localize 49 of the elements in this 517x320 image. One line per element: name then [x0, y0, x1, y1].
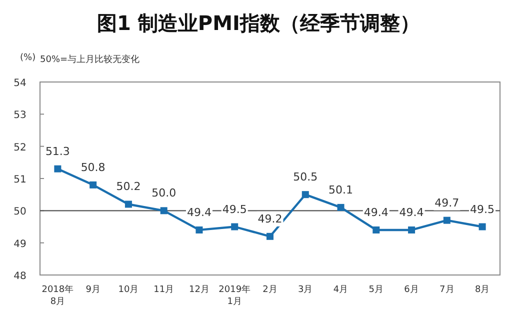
data-label: 49.5: [470, 202, 495, 216]
x-tick-label: 6月: [404, 285, 419, 295]
point: [160, 207, 168, 214]
point: [266, 232, 274, 240]
data-label: 50.5: [293, 170, 318, 184]
point: [443, 216, 450, 224]
x-tick-label: 12月: [189, 285, 210, 295]
y-tick-label: 51: [14, 174, 26, 186]
data-label: 50.0: [152, 186, 176, 200]
y-tick-label: 54: [14, 78, 26, 89]
point: [196, 226, 203, 234]
data-label: 49.4: [364, 206, 388, 219]
data-label: 49.4: [399, 206, 424, 219]
point: [302, 191, 309, 198]
point: [478, 223, 486, 230]
x-tick-label: 5月: [368, 285, 384, 295]
x-tick-label: 2月: [262, 285, 278, 295]
x-tick-label: 2018年 8月: [42, 284, 74, 307]
data-label: 50.8: [80, 160, 106, 174]
x-tick-label: 3月: [298, 285, 313, 295]
x-tick-label: 8月: [474, 285, 490, 295]
point: [90, 181, 97, 188]
text: 50%=与上月比较无变化: [40, 54, 140, 65]
data-label: 50.2: [116, 180, 141, 194]
point: [54, 165, 62, 172]
data-label: 49.7: [434, 196, 460, 210]
data-label: 49.5: [222, 202, 247, 216]
point: [372, 226, 380, 234]
x-tick-label: 2019年 1月: [218, 284, 251, 307]
x-tick-label: 4月: [333, 285, 348, 295]
point: [337, 204, 344, 211]
x-tick-label: 9月: [86, 285, 100, 295]
y-tick-label: 48: [14, 271, 26, 282]
y-tick-label: 53: [14, 110, 26, 122]
x-tick-label: 11月: [154, 285, 174, 295]
y-axis-title: (%): [20, 53, 36, 63]
data-label: 51.3: [45, 144, 70, 158]
data-label: 49.2: [258, 212, 282, 226]
x-tick-label: 7月: [440, 285, 454, 295]
y-tick-label: 50: [14, 206, 26, 218]
point: [231, 223, 238, 230]
data-label: 50.1: [328, 183, 354, 196]
point: [408, 226, 416, 234]
x-tick-label: 10月: [118, 285, 139, 295]
data-label: 49.4: [186, 206, 212, 219]
point: [124, 200, 132, 208]
y-tick-label: 49: [14, 238, 26, 250]
y-tick-label: 52: [14, 142, 26, 154]
chart-title: 图1 制造业PMI指数（经季节调整）: [97, 11, 420, 35]
